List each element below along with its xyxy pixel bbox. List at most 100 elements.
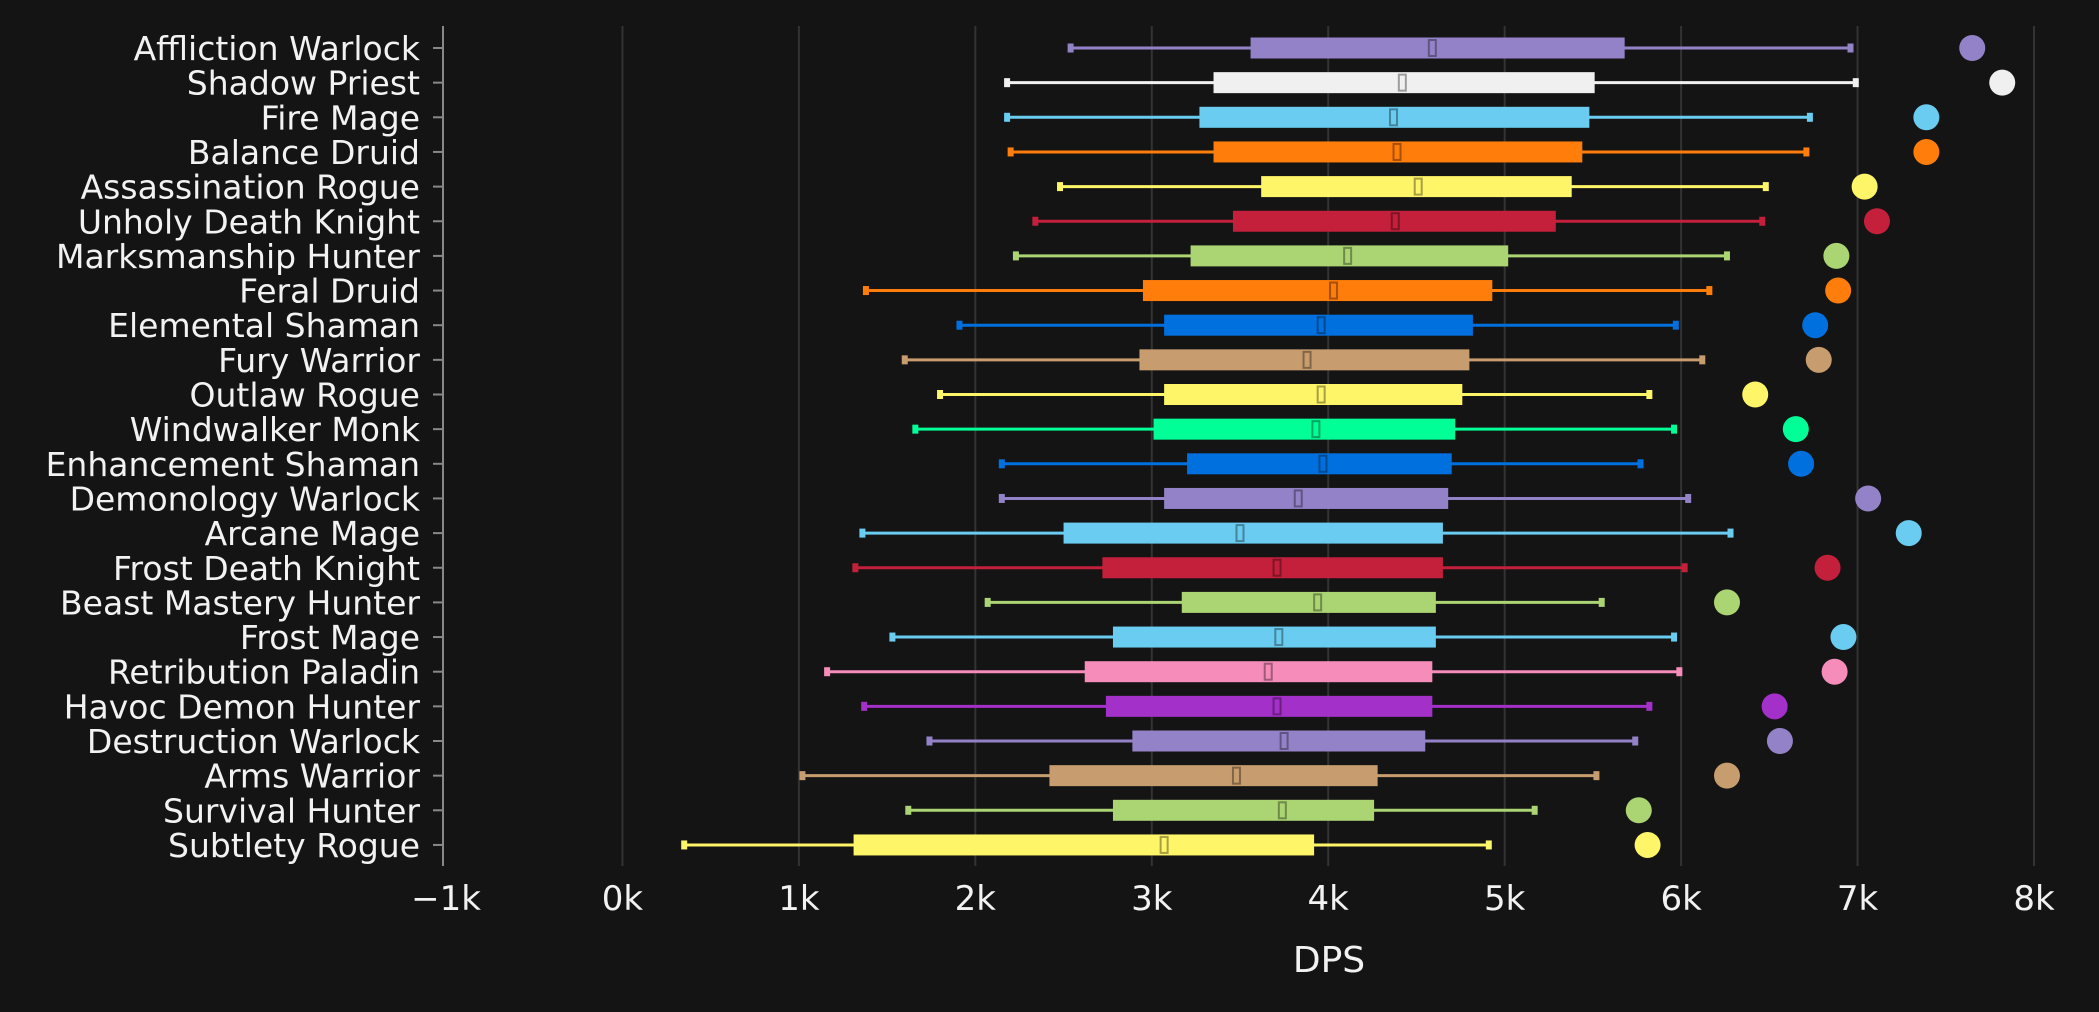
- box: [1049, 765, 1378, 787]
- max-point: [1814, 554, 1841, 581]
- whisker-cap-min: [1057, 182, 1064, 192]
- box-row: [984, 589, 1740, 616]
- max-point: [1802, 312, 1829, 339]
- y-tick-label: Retribution Paladin: [108, 653, 420, 692]
- whisker-cap-min: [889, 632, 896, 642]
- max-point: [1825, 277, 1852, 304]
- whisker-cap-max: [1699, 355, 1706, 365]
- max-point: [1625, 797, 1652, 824]
- box-row: [905, 797, 1652, 824]
- box: [1250, 37, 1625, 59]
- box-row: [799, 762, 1740, 789]
- whisker-cap-min: [799, 771, 806, 781]
- whisker-cap-min: [901, 355, 908, 365]
- whisker-cap-min: [861, 701, 868, 711]
- max-point: [1959, 35, 1986, 61]
- grid-lines: [621, 26, 2035, 866]
- max-point: [1989, 69, 2016, 96]
- max-point: [1830, 624, 1857, 651]
- box-row: [1032, 208, 1890, 235]
- median-marker: [1159, 835, 1169, 854]
- box: [1105, 695, 1433, 717]
- y-tick-label: Destruction Warlock: [87, 722, 421, 761]
- whisker-cap-min: [998, 493, 1005, 503]
- median-marker: [1277, 801, 1287, 820]
- box: [1164, 487, 1449, 509]
- whisker-cap-min: [926, 736, 933, 746]
- whisker-cap-max: [1637, 459, 1644, 469]
- box-row: [956, 312, 1829, 339]
- box-row: [1067, 35, 1986, 61]
- max-point: [1766, 728, 1793, 754]
- median-marker: [1313, 593, 1323, 612]
- y-tick-label: Elemental Shaman: [108, 306, 420, 345]
- box-row: [912, 416, 1809, 443]
- median-marker: [1274, 628, 1284, 647]
- max-point: [1863, 208, 1890, 235]
- median-marker: [1397, 73, 1407, 92]
- max-point: [1713, 589, 1740, 616]
- whisker-cap-max: [1485, 840, 1492, 850]
- whisker-cap-max: [1803, 147, 1810, 157]
- max-point: [1713, 762, 1740, 789]
- whisker-cap-max: [1672, 320, 1679, 330]
- y-tick-label: Windwalker Monk: [130, 410, 421, 449]
- whisker-cap-max: [1671, 424, 1678, 434]
- box-row: [859, 520, 1922, 547]
- box-row: [926, 728, 1793, 754]
- whisker-cap-max: [1759, 216, 1766, 226]
- whisker-cap-min: [1067, 43, 1074, 53]
- box-row: [1057, 173, 1878, 200]
- whisker-cap-max: [1598, 597, 1605, 607]
- whisker-cap-min: [1012, 251, 1019, 261]
- box-row: [852, 554, 1841, 581]
- y-tick-label: Enhancement Shaman: [46, 445, 420, 484]
- whisker-cap-min: [824, 667, 831, 677]
- whisker-cap-min: [998, 459, 1005, 469]
- whisker-cap-min: [905, 805, 912, 815]
- box-row: [889, 624, 1857, 651]
- whisker-cap-min: [852, 563, 859, 573]
- x-axis-label: DPS: [1293, 940, 1365, 981]
- whisker-cap-max: [1723, 251, 1730, 261]
- whisker-cap-max: [1806, 112, 1813, 122]
- y-tick-label: Outlaw Rogue: [189, 376, 420, 415]
- box: [853, 834, 1315, 856]
- median-marker: [1316, 316, 1326, 335]
- x-tick-label: 5k: [1484, 879, 1526, 919]
- median-marker: [1343, 246, 1353, 265]
- median-marker: [1316, 385, 1326, 404]
- box: [1112, 626, 1436, 648]
- median-marker: [1311, 420, 1321, 439]
- box: [1187, 453, 1452, 475]
- whisker-cap-min: [1004, 112, 1011, 122]
- whisker-cap-max: [1671, 632, 1678, 642]
- max-point: [1634, 831, 1661, 858]
- whisker-cap-min: [859, 528, 866, 538]
- whisker-cap-max: [1593, 771, 1600, 781]
- box-row: [1004, 69, 2016, 96]
- max-point: [1851, 173, 1878, 200]
- whisker-cap-max: [1531, 805, 1538, 815]
- whisker-cap-max: [1727, 528, 1734, 538]
- y-tick-label: Havoc Demon Hunter: [64, 687, 421, 726]
- whisker-cap-min: [984, 597, 991, 607]
- y-tick-label: Balance Druid: [188, 133, 420, 172]
- box-row: [862, 277, 1852, 304]
- whisker-cap-max: [1762, 182, 1769, 192]
- box-row: [998, 485, 1882, 512]
- whisker-cap-max: [1706, 286, 1713, 296]
- y-tick-label: Fire Mage: [261, 98, 420, 137]
- max-point: [1913, 138, 1940, 165]
- y-tick-label: Demonology Warlock: [70, 479, 421, 518]
- y-tick-label: Frost Death Knight: [113, 549, 420, 588]
- box-row: [1004, 104, 1940, 131]
- max-point: [1895, 520, 1922, 547]
- y-tick-label: Arms Warrior: [204, 757, 420, 796]
- max-point: [1821, 658, 1848, 685]
- box-row: [861, 693, 1788, 720]
- x-tick-label: 6k: [1660, 879, 1702, 919]
- x-tick-label: 1k: [778, 879, 820, 919]
